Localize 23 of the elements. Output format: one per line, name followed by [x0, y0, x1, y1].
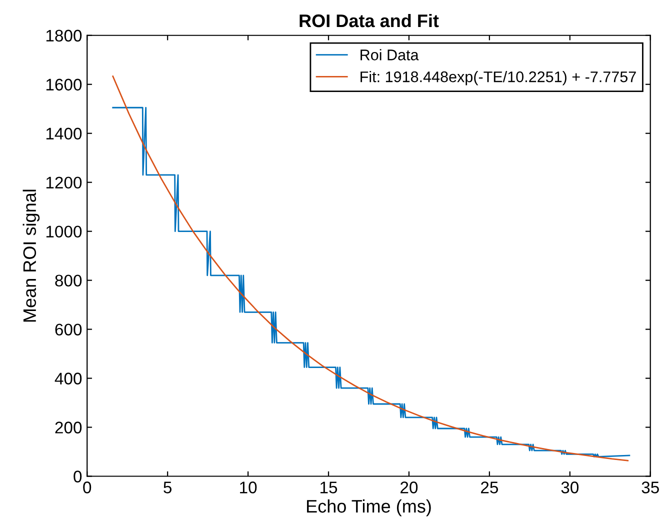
- y-tick-label: 1200: [46, 176, 82, 189]
- y-axis-title: Mean ROI signal: [22, 190, 40, 322]
- x-tick-label: 5: [164, 482, 172, 494]
- y-tick-label: 1600: [46, 78, 82, 91]
- y-tick-label: 1400: [46, 128, 82, 140]
- x-tick-label: 35: [642, 482, 659, 494]
- y-tick-label: 400: [54, 372, 82, 384]
- chart-title: ROI Data and Fit: [300, 14, 439, 28]
- x-tick-label: 15: [320, 482, 338, 494]
- y-tick-label: 1000: [46, 226, 82, 238]
- legend-label: Roi Data: [360, 49, 419, 60]
- x-axis-title: Echo Time (ms): [307, 499, 431, 516]
- y-tick-label: 200: [55, 422, 82, 434]
- y-tick-label: 800: [55, 274, 82, 287]
- x-tick-label: 30: [561, 482, 579, 494]
- x-tick-label: 0: [83, 482, 92, 494]
- y-tick-label: 0: [74, 470, 82, 482]
- legend-label: Fit: 1918.448exp(-TE/10.2251) + -7.7757: [360, 71, 636, 86]
- x-tick-label: 25: [481, 482, 498, 494]
- y-tick-label: 1800: [46, 30, 82, 42]
- x-tick-label: 20: [400, 482, 418, 494]
- y-tick-label: 600: [55, 324, 82, 336]
- x-tick-label: 10: [240, 482, 257, 494]
